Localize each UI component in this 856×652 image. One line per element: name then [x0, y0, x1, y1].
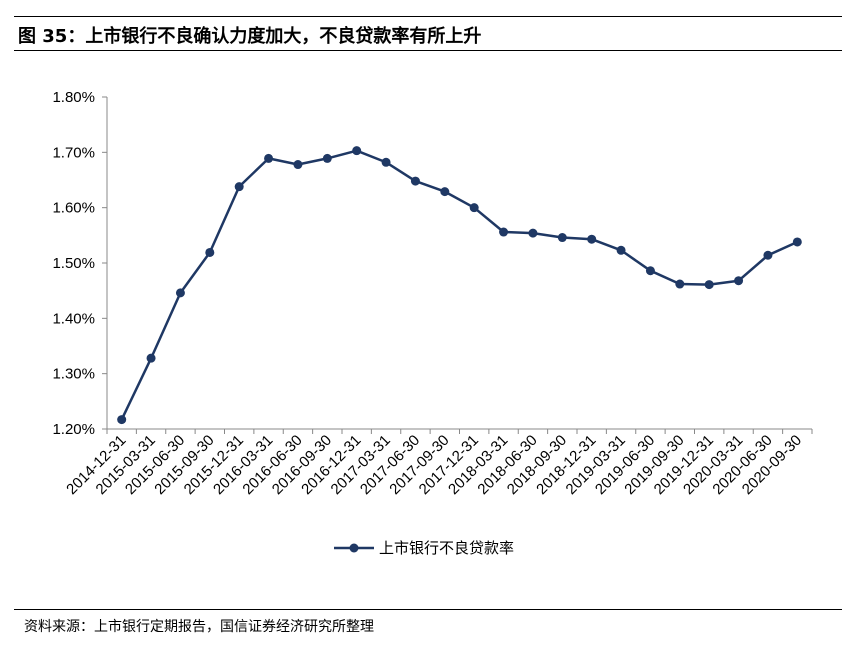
data-point — [352, 146, 362, 156]
data-point — [410, 176, 420, 186]
data-point — [675, 279, 685, 289]
y-tick-label: 1.80% — [52, 89, 95, 106]
data-point — [734, 276, 744, 286]
data-point — [146, 353, 156, 363]
data-point — [616, 245, 626, 255]
data-point — [234, 182, 244, 192]
data-point — [499, 227, 509, 237]
legend-label: 上市银行不良贷款率 — [379, 539, 514, 557]
title-rule — [14, 50, 842, 51]
top-rule — [14, 16, 842, 17]
data-point — [381, 157, 391, 167]
series-line — [120, 149, 798, 421]
source-note: 资料来源：上市银行定期报告，国信证券经济研究所整理 — [24, 619, 374, 635]
y-tick-label: 1.50% — [52, 255, 95, 272]
y-tick-label: 1.30% — [52, 366, 95, 383]
y-tick-label: 1.20% — [52, 421, 95, 438]
data-point — [528, 228, 538, 238]
data-point — [117, 415, 127, 425]
figure-title: 图 35：上市银行不良确认力度加大，不良贷款率有所上升 — [18, 26, 482, 47]
legend-marker — [349, 543, 359, 553]
data-point — [645, 266, 655, 276]
data-point — [205, 247, 215, 257]
data-point — [792, 237, 802, 247]
data-point — [557, 233, 567, 243]
data-point — [763, 250, 773, 260]
y-tick-label: 1.60% — [52, 200, 95, 217]
data-point — [322, 153, 332, 163]
data-point — [704, 280, 714, 290]
bottom-rule — [14, 609, 842, 610]
data-point — [293, 160, 303, 170]
data-point — [440, 187, 450, 197]
data-point — [264, 153, 274, 163]
y-tick-label: 1.70% — [52, 144, 95, 161]
data-point — [469, 203, 479, 213]
data-point — [175, 288, 185, 298]
y-tick-label: 1.40% — [52, 310, 95, 327]
data-point — [587, 234, 597, 244]
